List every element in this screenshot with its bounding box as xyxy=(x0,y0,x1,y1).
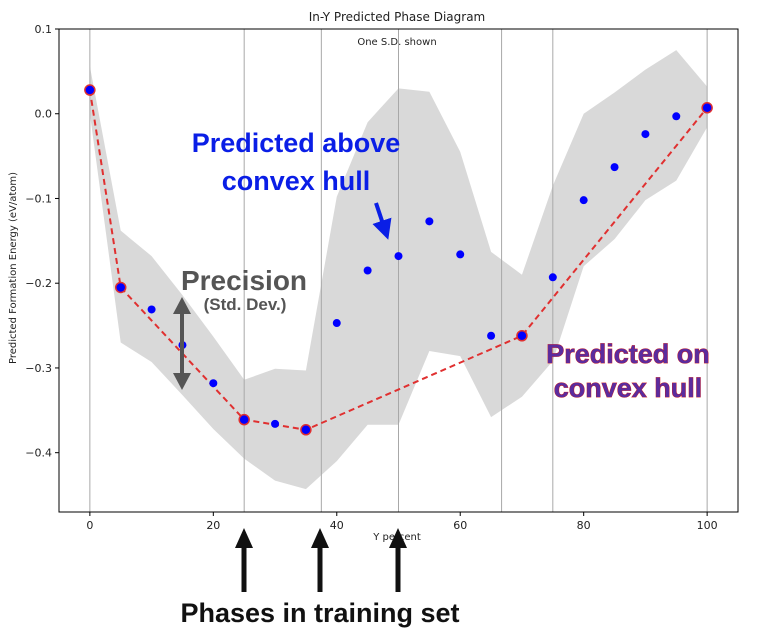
y-axis-label: Predicted Formation Energy (eV/atom) xyxy=(8,172,19,364)
data-point xyxy=(271,419,280,428)
data-point xyxy=(672,112,681,121)
data-point xyxy=(209,379,218,388)
predicted-points xyxy=(84,84,713,436)
data-point xyxy=(548,273,557,282)
y-tick-label: −0.4 xyxy=(25,447,52,460)
plot-frame xyxy=(58,28,739,513)
y-axis-ticks: 0.1 0.0 −0.1 −0.2 −0.3 −0.4 xyxy=(25,23,59,460)
data-point xyxy=(487,331,496,340)
hull-point xyxy=(300,424,312,436)
hull-point xyxy=(84,84,96,96)
x-tick-label: 60 xyxy=(453,519,467,532)
annotation-precision-sub: (Std. Dev.) xyxy=(204,295,287,314)
annotation-precision: Precision xyxy=(181,265,307,296)
annotation-on-hull-line2: convex hull xyxy=(554,373,703,403)
hull-point xyxy=(238,413,250,426)
data-point xyxy=(147,305,156,314)
y-tick-label: −0.1 xyxy=(25,192,52,205)
chart-subtitle: One S.D. shown xyxy=(357,37,436,48)
y-tick-label: 0.1 xyxy=(35,23,53,36)
annotation-above-hull-line1: Predicted above xyxy=(192,128,401,158)
data-point xyxy=(394,252,403,261)
x-tick-label: 0 xyxy=(86,519,93,532)
x-tick-label: 20 xyxy=(206,519,220,532)
data-point xyxy=(610,163,619,172)
precision-double-arrow xyxy=(173,297,191,390)
data-point xyxy=(641,130,650,139)
data-point xyxy=(456,250,465,259)
y-tick-label: 0.0 xyxy=(35,108,53,121)
training-phase-arrows xyxy=(235,528,407,592)
x-tick-label: 100 xyxy=(697,519,718,532)
x-tick-label: 80 xyxy=(577,519,591,532)
x-tick-label: 40 xyxy=(330,519,344,532)
annotation-on-hull-line1: Predicted on xyxy=(546,339,710,369)
x-axis-ticks: 0 20 40 60 80 100 xyxy=(86,512,718,532)
data-point xyxy=(579,196,588,205)
hull-point xyxy=(701,102,713,114)
hull-point xyxy=(516,329,528,342)
annotation-above-hull-line2: convex hull xyxy=(222,166,371,196)
y-tick-label: −0.3 xyxy=(25,362,52,375)
y-tick-label: −0.2 xyxy=(25,277,52,290)
data-point xyxy=(363,266,372,275)
training-phase-lines xyxy=(89,29,708,512)
chart-title: In-Y Predicted Phase Diagram xyxy=(309,10,486,24)
data-point xyxy=(332,319,341,328)
above-hull-arrow xyxy=(372,202,392,240)
annotation-training-set: Phases in training set xyxy=(180,598,459,628)
hull-point xyxy=(114,281,127,294)
data-point xyxy=(425,217,434,226)
